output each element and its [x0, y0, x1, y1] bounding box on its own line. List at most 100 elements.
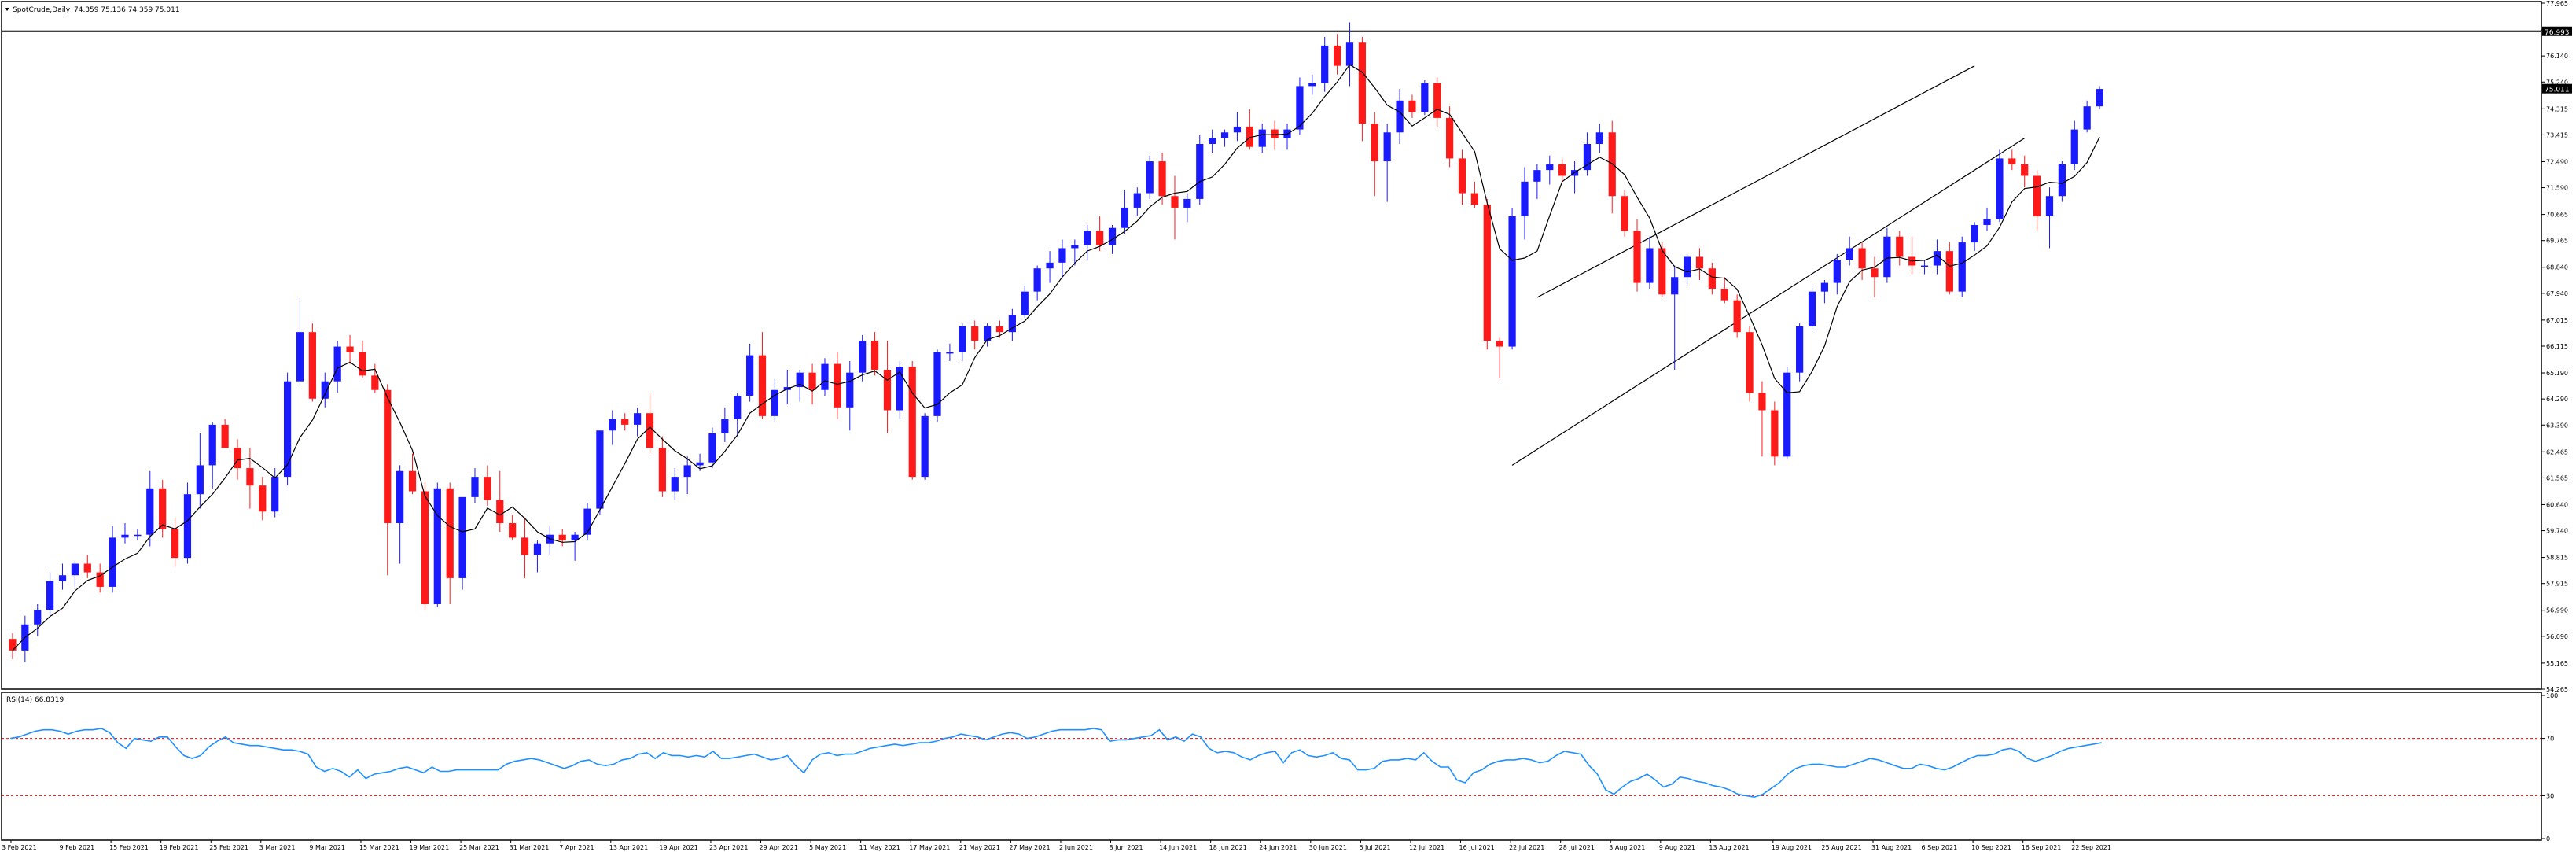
candle-body [834, 363, 841, 408]
price-tick-label: 75.240 [2546, 79, 2568, 86]
candle-body [1958, 242, 1966, 292]
candle [159, 479, 167, 538]
candle-body [1683, 256, 1691, 278]
candle [1158, 153, 1166, 205]
price-tick-label: 56.990 [2546, 607, 2568, 614]
candle-body [771, 389, 779, 416]
candle-body [234, 448, 241, 469]
candle [1046, 251, 1054, 283]
candle-body [1708, 268, 1716, 289]
candle [883, 341, 892, 433]
candle-body [283, 381, 292, 478]
candle [658, 436, 666, 497]
rsi-tick-label: 30 [2546, 792, 2554, 799]
dropdown-triangle-icon[interactable] [5, 8, 9, 11]
candle [46, 572, 54, 616]
candle-body [959, 326, 966, 352]
candle [1458, 149, 1466, 205]
time-tick-label: 21 May 2021 [959, 844, 1000, 851]
candle-body [46, 581, 54, 610]
price-tick-label: 56.090 [2546, 633, 2568, 640]
candle [346, 334, 354, 364]
price-tick-label: 67.940 [2546, 290, 2568, 297]
candle-body [983, 326, 992, 341]
candle-body [371, 375, 379, 390]
time-tick-label: 9 Mar 2021 [309, 844, 345, 851]
candle [1546, 155, 1554, 185]
candle-body [1896, 236, 1904, 257]
candle [196, 433, 204, 509]
candle [1470, 181, 1479, 208]
candle-body [1521, 181, 1529, 216]
time-tick-label: 25 Mar 2021 [459, 844, 499, 851]
candle [333, 341, 341, 393]
time-tick-label: 7 Apr 2021 [559, 844, 594, 851]
candle [708, 427, 716, 469]
channel-lower-line[interactable] [1511, 138, 2026, 466]
candle-body [359, 352, 366, 376]
candle [509, 514, 517, 541]
candle-body [696, 462, 704, 466]
time-tick-label: 25 Aug 2021 [1821, 844, 1861, 851]
candle-body [1658, 248, 1666, 295]
candle [1383, 124, 1391, 202]
candle-body [1846, 248, 1853, 260]
candle-body [208, 424, 216, 466]
price-tick-label: 76.140 [2546, 53, 2568, 60]
candle-body [2033, 175, 2041, 216]
candle [908, 360, 916, 480]
candle-body [1446, 117, 1454, 159]
candle [384, 384, 392, 576]
rsi-panel[interactable]: RSI(14) 66.8319 100 70 30 0 [1, 692, 2558, 843]
rsi-tick-label: 70 [2546, 736, 2554, 743]
candle-body [296, 332, 304, 382]
candle [1820, 279, 1829, 304]
candle-body [1308, 83, 1316, 87]
candle-body [496, 500, 504, 523]
candle-body [96, 572, 104, 587]
price-panel[interactable]: SpotCrude,Daily 74.359 75.136 74.359 75.… [1, 0, 2572, 693]
price-tick-label: 62.465 [2546, 448, 2568, 456]
rsi-tick-label: 100 [2546, 692, 2558, 699]
candle-body [1021, 291, 1029, 315]
candle [1933, 239, 1941, 275]
time-tick-label: 19 Feb 2021 [160, 844, 199, 851]
time-tick-label: 23 Apr 2021 [709, 844, 748, 851]
candle [1271, 120, 1279, 150]
price-tick-label: 67.015 [2546, 317, 2568, 324]
candle-body [870, 341, 879, 370]
candle [1583, 132, 1592, 176]
candle [995, 320, 1004, 338]
candle [859, 334, 867, 382]
candle [1146, 155, 1154, 199]
candle [271, 468, 279, 518]
channel-upper-line[interactable] [1536, 65, 1975, 298]
candle [1196, 135, 1204, 205]
candle [1983, 207, 1991, 231]
candle [771, 378, 779, 422]
candle [583, 503, 591, 541]
candle [2021, 155, 2029, 188]
candle-body [346, 346, 354, 352]
candle [1996, 149, 2004, 223]
candle-body [1209, 138, 1216, 144]
candle-body [1496, 341, 1503, 347]
candle-body [446, 488, 454, 578]
price-tick-label: 69.765 [2546, 238, 2568, 245]
price-tick-label: 59.740 [2546, 528, 2568, 535]
time-tick-label: 22 Sep 2021 [2071, 844, 2111, 851]
candle-body [433, 488, 441, 605]
candle [1446, 106, 1454, 168]
candle-body [408, 470, 417, 492]
candle [896, 360, 903, 419]
candle-body [509, 522, 517, 538]
time-tick-label: 19 Mar 2021 [410, 844, 450, 851]
candle [758, 332, 767, 419]
candle-body [384, 389, 392, 523]
time-tick-label: 31 Aug 2021 [1871, 844, 1912, 851]
candle-body [134, 534, 142, 537]
candle [296, 297, 304, 388]
candle [683, 456, 691, 495]
